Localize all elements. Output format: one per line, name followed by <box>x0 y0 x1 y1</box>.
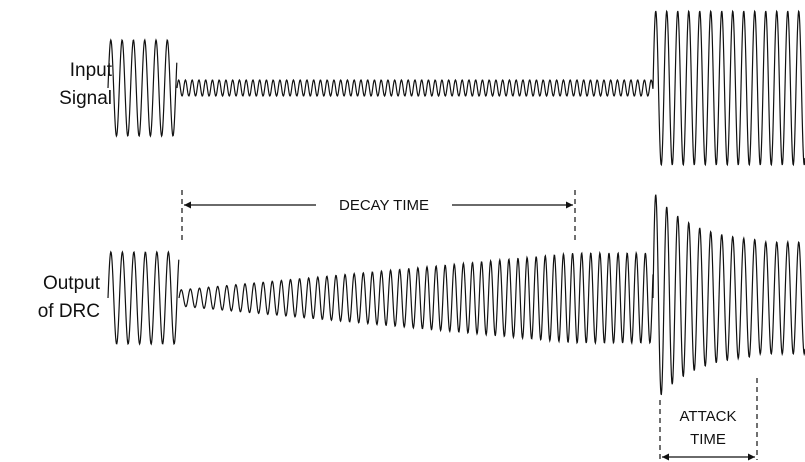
output-attack <box>652 194 805 396</box>
input-burst-2 <box>652 9 805 167</box>
input-label-line1: Input <box>70 60 113 81</box>
attack-label-line1: ATTACK <box>680 408 737 425</box>
input-label-line2: Signal <box>59 88 112 109</box>
decay-label: DECAY TIME <box>339 197 429 214</box>
output-decay <box>178 250 654 346</box>
input-burst-1 <box>107 38 178 138</box>
output-burst-1 <box>107 250 180 346</box>
output-label-line2: of DRC <box>38 301 100 322</box>
output-label-line1: Output <box>43 273 101 294</box>
input-quiet <box>176 78 654 98</box>
waveforms <box>107 9 805 396</box>
attack-label-line2: TIME <box>690 431 726 448</box>
